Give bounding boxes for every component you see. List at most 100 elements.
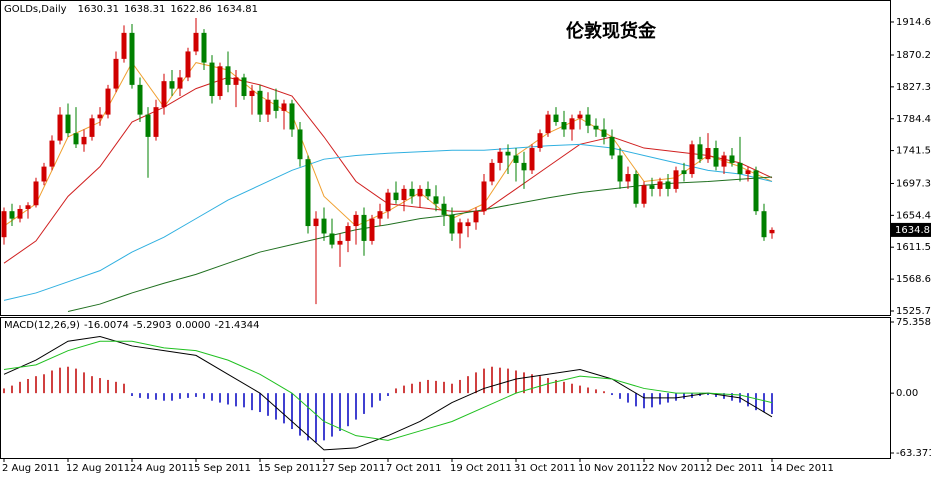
candle-body bbox=[113, 58, 119, 89]
candle-body bbox=[313, 218, 319, 227]
candle-body bbox=[185, 51, 191, 78]
candle-body bbox=[273, 99, 279, 111]
candle-body bbox=[521, 162, 527, 171]
candle-body bbox=[41, 166, 47, 182]
candle-body bbox=[609, 136, 615, 156]
candle-body bbox=[441, 203, 447, 215]
macd-label: MACD(12,26,9) bbox=[4, 320, 80, 331]
candle-body bbox=[465, 222, 471, 227]
candle-body bbox=[105, 88, 111, 115]
candle-body bbox=[625, 174, 631, 182]
candle-body bbox=[577, 114, 583, 119]
macd-value: -16.0074 bbox=[84, 320, 129, 331]
candle-body bbox=[721, 155, 727, 167]
candle-body bbox=[305, 159, 311, 227]
candle-body bbox=[89, 118, 95, 137]
x-tick-label: 24 Aug 2011 bbox=[130, 463, 194, 474]
y-tick-label: 1525.70 bbox=[896, 306, 931, 317]
candle-body bbox=[241, 77, 247, 97]
x-tick-label: 19 Oct 2011 bbox=[450, 463, 512, 474]
candle-body bbox=[281, 103, 287, 111]
candle-body bbox=[553, 114, 559, 123]
candle-body bbox=[217, 66, 223, 97]
candle-body bbox=[761, 211, 767, 238]
macd-value: -21.4344 bbox=[215, 320, 260, 331]
candle-body bbox=[497, 151, 503, 163]
y-tick-label: 1827.35 bbox=[896, 82, 931, 93]
candle-body bbox=[233, 77, 239, 85]
candle-body bbox=[33, 181, 39, 206]
candle-body bbox=[449, 214, 455, 234]
candle-body bbox=[769, 229, 775, 234]
candle-body bbox=[473, 211, 479, 223]
candle-body bbox=[537, 133, 543, 149]
candle-body bbox=[569, 118, 575, 130]
candle-body bbox=[673, 170, 679, 189]
candle-body bbox=[697, 144, 703, 160]
macd-value: 0.0000 bbox=[176, 320, 211, 331]
candle-body bbox=[65, 114, 71, 134]
indicator-line bbox=[3, 76, 773, 264]
x-tick-label: 31 Oct 2011 bbox=[514, 463, 576, 474]
candle-body bbox=[433, 196, 439, 204]
y-tick-label: -63.3715 bbox=[896, 448, 931, 459]
candle-body bbox=[1, 211, 7, 238]
candle-body bbox=[585, 114, 591, 126]
y-tick-label: 1654.40 bbox=[896, 210, 931, 221]
last-price: 1634.81 bbox=[895, 225, 931, 236]
y-tick-label: 1870.20 bbox=[896, 50, 931, 61]
candle-body bbox=[601, 129, 607, 137]
x-tick-label: 2 Dec 2011 bbox=[706, 463, 764, 474]
candle-body bbox=[641, 185, 647, 204]
candle-body bbox=[377, 211, 383, 219]
ohlc-value: 1638.31 bbox=[124, 4, 165, 15]
candle-body bbox=[409, 188, 415, 197]
y-tick-label: 0.00 bbox=[896, 388, 918, 399]
candle-body bbox=[425, 188, 431, 197]
macd-value: -5.2903 bbox=[133, 320, 172, 331]
ohlc-value: 1630.31 bbox=[78, 4, 119, 15]
indicator-line bbox=[3, 340, 773, 441]
candle-body bbox=[393, 192, 399, 201]
candle-body bbox=[529, 148, 535, 171]
x-tick-label: 2 Aug 2011 bbox=[2, 463, 60, 474]
candle-body bbox=[49, 140, 55, 167]
candle-body bbox=[121, 32, 127, 59]
candle-body bbox=[753, 170, 759, 212]
candle-body bbox=[705, 148, 711, 160]
candle-body bbox=[417, 188, 423, 197]
candle-body bbox=[489, 162, 495, 182]
ohlc-value: 1634.81 bbox=[217, 4, 258, 15]
candle-body bbox=[265, 99, 271, 115]
candle-body bbox=[153, 107, 159, 137]
y-tick-label: 1784.40 bbox=[896, 114, 931, 125]
x-tick-label: 15 Sep 2011 bbox=[258, 463, 321, 474]
y-tick-label: 75.3584 bbox=[896, 317, 931, 328]
candle-body bbox=[401, 188, 407, 201]
candle-body bbox=[729, 155, 735, 163]
candle-body bbox=[369, 218, 375, 241]
candle-body bbox=[225, 66, 231, 85]
candle-body bbox=[513, 155, 519, 163]
x-tick-label: 12 Aug 2011 bbox=[66, 463, 130, 474]
candle-body bbox=[81, 136, 87, 145]
candle-body bbox=[321, 218, 327, 234]
candle-body bbox=[681, 170, 687, 175]
indicator-line bbox=[67, 176, 773, 312]
candle-body bbox=[361, 214, 367, 241]
candle-body bbox=[353, 214, 359, 227]
candle-body bbox=[329, 233, 335, 245]
candle-body bbox=[561, 122, 567, 130]
candle-body bbox=[137, 84, 143, 115]
candle-body bbox=[257, 90, 263, 115]
candle-body bbox=[129, 32, 135, 85]
candle-body bbox=[649, 185, 655, 189]
indicator-line bbox=[3, 143, 773, 301]
candle-body bbox=[177, 77, 183, 89]
candle-body bbox=[633, 174, 639, 204]
candle-body bbox=[145, 114, 151, 137]
price-box bbox=[891, 222, 931, 237]
candle-body bbox=[25, 205, 31, 209]
